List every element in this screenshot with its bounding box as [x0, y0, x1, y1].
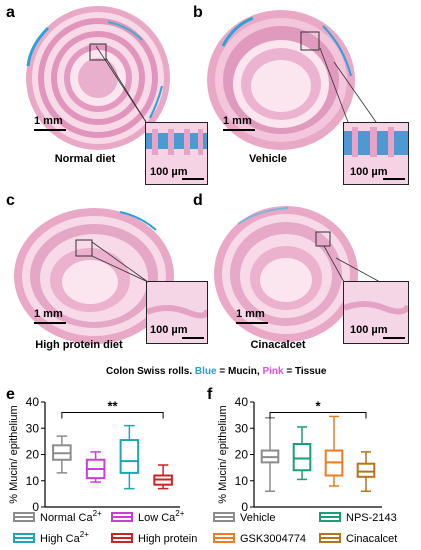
- box-cinacalcet: [356, 451, 376, 492]
- legend-label: GSK3004774: [240, 533, 306, 545]
- scale-bar-a: [34, 129, 66, 131]
- box-gsk3004774: [324, 415, 344, 487]
- inset-scale-label-d: 100 µm: [350, 324, 388, 336]
- inset-scale-bar-a: [182, 178, 204, 180]
- swiss-roll-image-d: [214, 206, 358, 342]
- swiss-roll-image-b: [207, 10, 355, 150]
- legend-label-superscript: 2+: [80, 530, 89, 539]
- boxplot-chart-e: % Mucin/ epithelium 0 10 20 30 40 ** Normal Ca2…: [8, 395, 197, 545]
- panel-title-c: High protein diet: [35, 339, 123, 351]
- inset-scale-label-a: 100 µm: [150, 166, 188, 178]
- zoom-connector-a: [95, 45, 147, 123]
- caption-blue-word: Blue: [194, 366, 217, 377]
- box-low-ca2-: [85, 451, 106, 483]
- scale-label-c: 1 mm: [34, 308, 63, 320]
- y-tick-label: 30: [235, 421, 249, 435]
- panel-title-d: Cinacalcet: [250, 339, 306, 351]
- y-tick-label: 10: [235, 474, 249, 488]
- caption-prefix: Colon Swiss rolls.: [106, 366, 193, 377]
- panel-label-b: b: [193, 4, 203, 21]
- boxplot-chart-f: % Mucin/ epithelium 0 10 20 30 40 * Vehicle NPS-…: [213, 395, 397, 545]
- panel-label-f: f: [207, 386, 213, 403]
- box-vehicle: [260, 417, 280, 492]
- legend-item: Normal Ca2+: [13, 509, 102, 524]
- caption-pink-word: Pink: [262, 366, 284, 377]
- legend-label: Cinacalcet: [346, 533, 397, 545]
- legend-item: Cinacalcet: [319, 533, 397, 545]
- swiss-roll-image-a: [26, 6, 170, 150]
- figure-caption: Colon Swiss rolls. Blue = Mucin, Pink = …: [106, 366, 326, 377]
- y-tick-label: 40: [26, 395, 40, 409]
- legend-label-superscript: 2+: [93, 509, 102, 518]
- box-nps-2143: [292, 426, 312, 481]
- scale-label-d: 1 mm: [236, 308, 265, 320]
- y-axis-label: % Mucin/ epithelium: [217, 405, 229, 503]
- panel-label-e: e: [6, 386, 15, 403]
- scale-label-a: 1 mm: [34, 115, 63, 127]
- caption-mid: = Mucin,: [216, 366, 263, 377]
- panel-title-b: Vehicle: [249, 153, 287, 165]
- legend-item: Low Ca2+: [111, 509, 185, 524]
- box-iqr: [356, 462, 376, 478]
- inset-scale-bar-c: [182, 337, 204, 339]
- box-normal-ca2-: [52, 435, 72, 474]
- inset-image-d: [343, 281, 409, 344]
- box-iqr: [292, 443, 312, 472]
- zoom-connector-b: [319, 47, 377, 123]
- inset-scale-label-b: 100 µm: [350, 166, 388, 178]
- inset-scale-label-c: 100 µm: [150, 324, 188, 336]
- inset-image-a: [145, 122, 208, 185]
- y-tick-label: 0: [32, 500, 39, 514]
- scale-bar-c: [34, 322, 66, 324]
- scale-bar-d: [236, 322, 268, 324]
- legend-label: High Ca2+: [40, 530, 89, 545]
- box-high-protein: [153, 464, 173, 490]
- legend-item: Vehicle: [213, 512, 275, 524]
- inset-scale-bar-b: [383, 178, 405, 180]
- zoom-connector-c: [91, 241, 149, 283]
- legend-item: High Ca2+: [13, 530, 89, 545]
- significance-marker: **: [107, 399, 118, 414]
- significance-bracket: [269, 412, 367, 419]
- legend-label: Normal Ca2+: [40, 509, 102, 524]
- legend-label: High protein: [138, 533, 197, 545]
- panel-label-d: d: [193, 192, 203, 209]
- panel-label-a: a: [6, 4, 15, 21]
- y-tick-label: 10: [26, 474, 40, 488]
- y-axis-label: % Mucin/ epithelium: [8, 405, 20, 503]
- legend-label: Low Ca2+: [138, 509, 185, 524]
- significance-bracket: [61, 412, 164, 419]
- y-tick-label: 20: [235, 448, 249, 462]
- panel-label-c: c: [6, 192, 15, 209]
- box-iqr: [119, 439, 140, 474]
- legend-item: NPS-2143: [319, 512, 397, 524]
- y-tick-label: 20: [26, 448, 40, 462]
- y-tick-label: 30: [26, 421, 40, 435]
- box-high-ca2-: [119, 424, 140, 490]
- caption-suffix: = Tissue: [283, 366, 327, 377]
- y-tick-label: 40: [235, 395, 249, 409]
- legend-label: NPS-2143: [346, 512, 397, 524]
- inset-image-c: [146, 281, 208, 344]
- swiss-roll-image-c: [14, 208, 174, 344]
- inset-scale-bar-d: [383, 337, 405, 339]
- scale-label-b: 1 mm: [223, 115, 252, 127]
- legend-label: Vehicle: [240, 512, 275, 524]
- zoom-connector-d: [323, 245, 381, 283]
- inset-image-b: [343, 122, 409, 185]
- panel-title-a: Normal diet: [54, 153, 116, 165]
- y-tick-label: 0: [241, 500, 248, 514]
- scale-bar-b: [223, 129, 255, 131]
- legend-label-superscript: 2+: [175, 509, 184, 518]
- legend-item: GSK3004774: [213, 533, 306, 545]
- significance-marker: *: [315, 399, 321, 414]
- legend-item: High protein: [111, 533, 197, 545]
